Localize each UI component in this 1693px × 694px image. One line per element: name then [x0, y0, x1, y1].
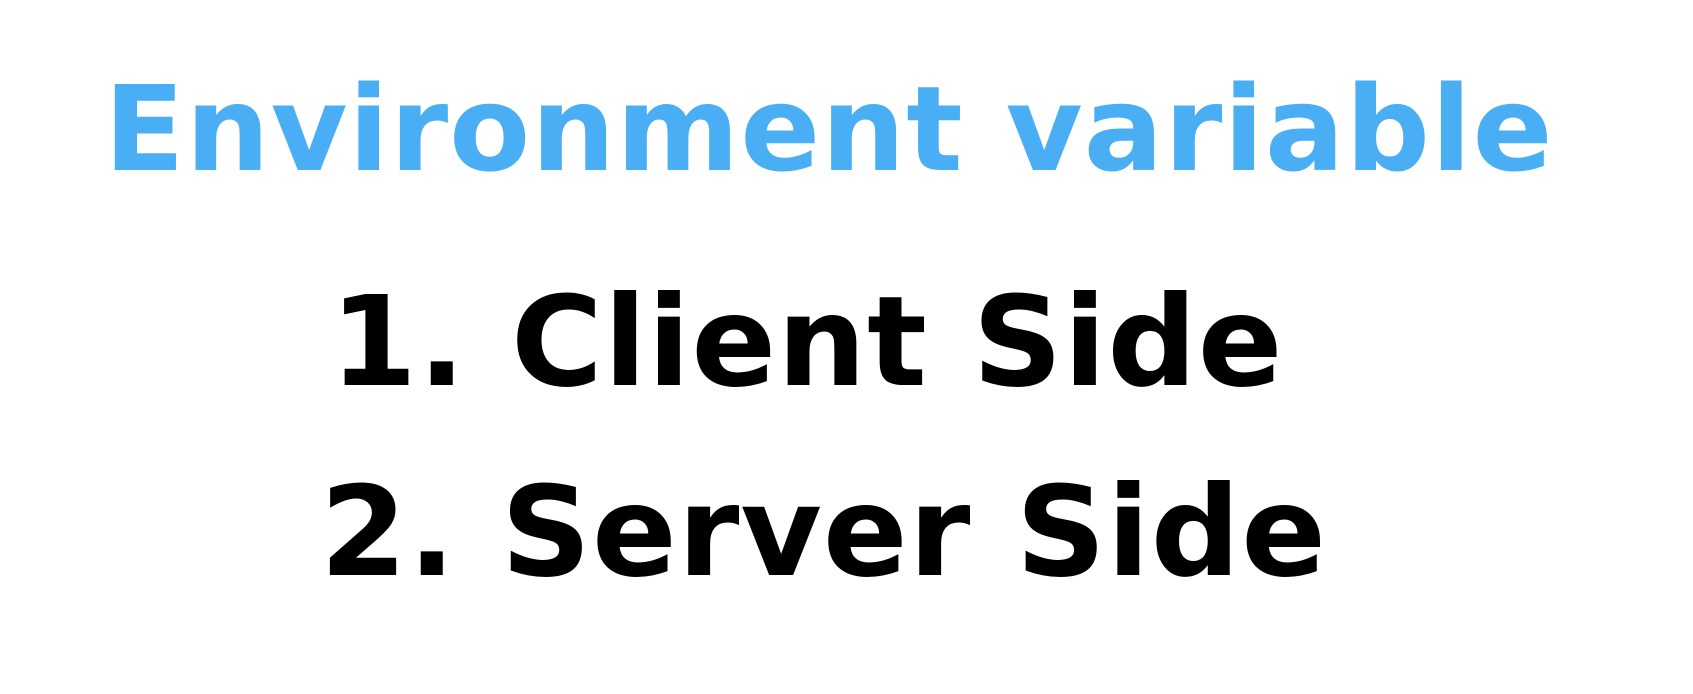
list-item-server-side: 2. Server Side [320, 460, 1327, 605]
slide-title: Environment variable [104, 60, 1554, 198]
list-item-client-side: 1. Client Side [330, 270, 1284, 415]
